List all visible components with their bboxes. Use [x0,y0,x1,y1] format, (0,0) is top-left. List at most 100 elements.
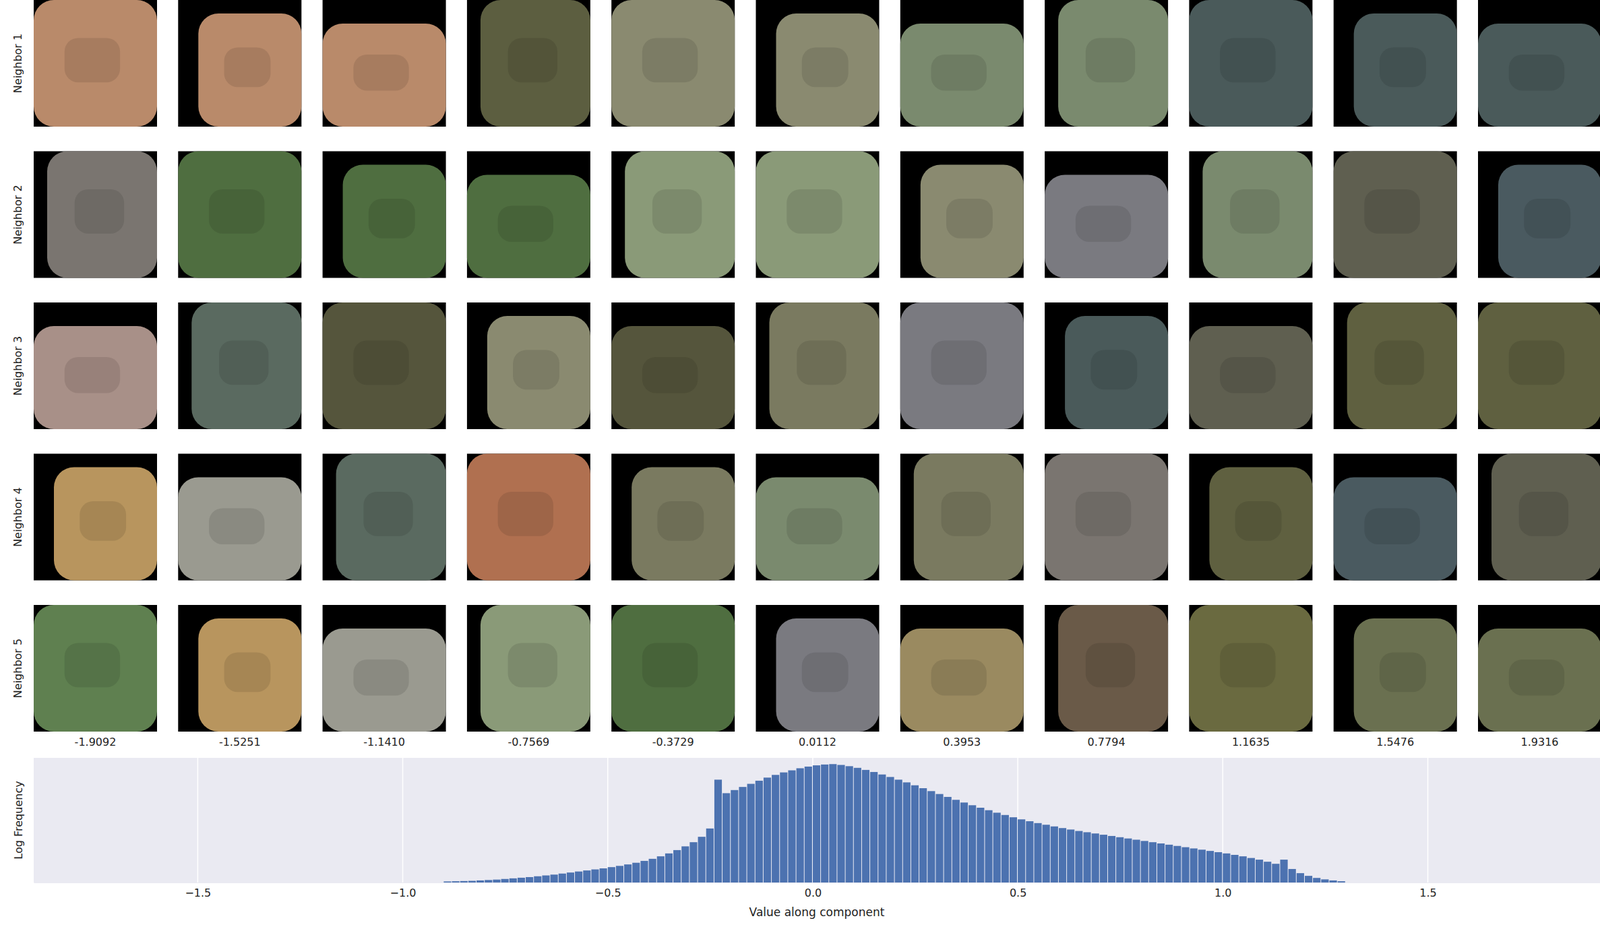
histogram-bar [1157,843,1165,883]
histogram-bar [787,771,796,884]
patch [1188,454,1313,581]
x-tick-label: −0.5 [595,886,622,900]
histogram-bar [1108,836,1116,883]
patch-background [177,302,302,430]
histogram-bar [1337,881,1346,883]
patch-background [1333,302,1458,430]
patch-texture [64,37,120,83]
patch [1044,454,1168,581]
histogram-bar [624,864,632,883]
patch-texture [1364,508,1420,545]
histogram-bar [657,856,665,883]
grid-line [402,758,404,883]
patch-background [900,605,1024,732]
histogram-bar [1214,852,1222,883]
patch [611,605,735,732]
grid-line [607,758,609,883]
histogram-bar [1312,878,1321,883]
patch [1333,0,1458,127]
histogram-bar [1222,853,1230,883]
patch [177,605,302,732]
histogram-bar [541,876,550,883]
patch-image [1188,0,1313,127]
patch-background [177,605,302,732]
histogram-bar [1320,879,1329,883]
histogram-bar [903,782,911,883]
patch-texture [1509,340,1565,385]
histogram-bar [1033,823,1042,883]
x-tick-label: −1.0 [390,886,417,900]
patch-texture [786,189,842,234]
histogram-bar [517,878,526,883]
patch-background [900,454,1024,581]
patch-background [1188,0,1313,127]
patch-image [47,151,158,279]
x-tick: 1.0 [1214,882,1232,900]
patch-image [487,316,591,430]
histogram-bar [862,770,870,883]
patch-image [467,175,591,279]
patch-texture [1075,491,1131,537]
histogram-bar [738,787,747,883]
patch-image [336,454,447,581]
patch-background [322,302,447,430]
patch [900,605,1024,732]
patch [611,454,735,581]
patch-background [1478,454,1600,581]
histogram-bar [649,859,657,883]
x-tick-label: 1.5 [1419,886,1437,900]
patch [1478,302,1600,430]
histogram-bar [828,764,837,883]
histogram-bar [509,878,517,883]
patch [322,454,447,581]
histogram-bar [993,812,1001,883]
patch-image [611,605,735,732]
patch [322,605,447,732]
patch-texture [353,659,409,697]
patch-image [1478,23,1600,127]
x-tick-label: 0.5 [1009,886,1027,900]
grid-line [1427,758,1429,883]
patch-background [33,605,158,732]
patch [467,454,591,581]
patch-image [1333,151,1458,279]
x-tick: −1.5 [184,882,211,900]
patch-image [631,467,735,581]
patch-background [611,151,735,279]
patch-image [913,454,1024,581]
column-label: -1.1410 [363,735,406,749]
patch-background [322,0,447,127]
patch-image [1478,302,1600,430]
histogram-bar [492,880,501,883]
patch-image [769,302,880,430]
histogram-bar [607,867,616,883]
patch-image [198,618,302,732]
histogram-bar [1132,839,1140,883]
histogram-bar [1304,876,1313,883]
patch [177,454,302,581]
patch [467,605,591,732]
column-label: 1.5476 [1376,735,1414,749]
column-label: -0.7569 [508,735,550,749]
patch-image [1347,302,1458,430]
histogram-bar [984,810,993,883]
patch-image [756,151,880,279]
patch-background [1333,454,1458,581]
histogram-bar [582,870,591,883]
x-tick: −0.5 [595,882,622,900]
patch-texture [353,340,409,385]
patch [1333,302,1458,430]
patch [467,302,591,430]
patch [756,454,880,581]
patch-background [33,454,158,581]
patch-texture [1235,501,1282,542]
patch [322,0,447,127]
patch-image [611,326,735,430]
patch [177,0,302,127]
histogram-bar [730,790,738,883]
patch-texture [208,189,265,234]
histogram-bar [558,874,567,883]
histogram-bar [566,872,575,883]
histogram-bar [1141,841,1149,883]
patch-texture [642,642,698,688]
